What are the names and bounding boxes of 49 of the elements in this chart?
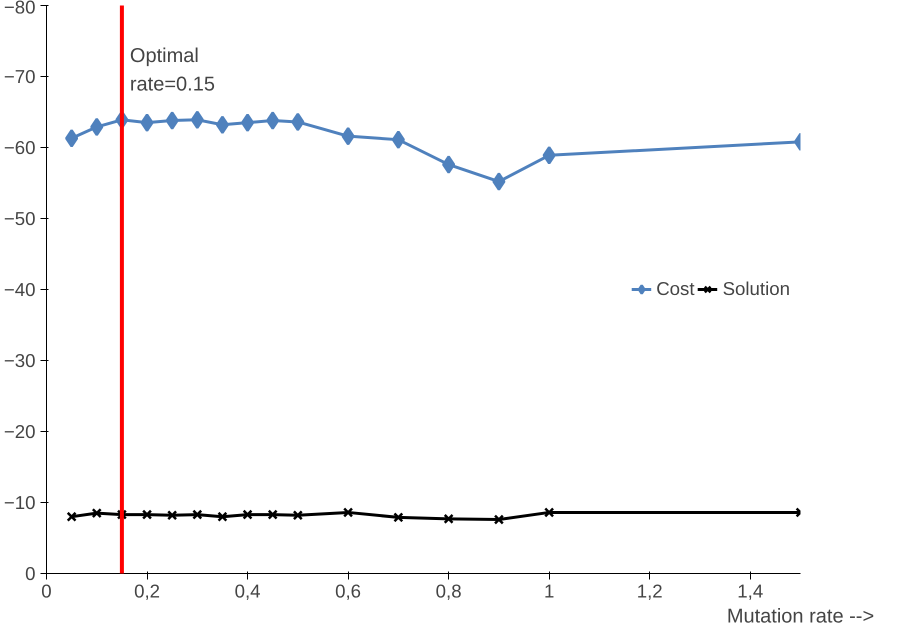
point xyxy=(92,508,102,518)
y-tick-label: −40 xyxy=(4,279,36,300)
point xyxy=(292,510,303,520)
point xyxy=(494,514,504,525)
point xyxy=(216,116,230,134)
y-tick-label: −20 xyxy=(4,421,36,442)
x-tick-label: 1,2 xyxy=(636,580,663,602)
point xyxy=(492,172,506,191)
point xyxy=(140,113,154,132)
x-tick-label: 0 xyxy=(41,580,52,602)
point xyxy=(190,110,204,130)
point xyxy=(291,112,304,132)
x-tick-label: 0,8 xyxy=(436,580,462,602)
x-tick-label: 0,4 xyxy=(234,580,261,602)
y-tick-label: −70 xyxy=(4,66,36,87)
x-tick-label: 0,2 xyxy=(134,580,160,602)
y-tick-label: −80 xyxy=(4,0,36,18)
x-tick-label: 0,6 xyxy=(335,580,362,602)
point xyxy=(542,146,556,165)
point xyxy=(240,113,254,132)
point xyxy=(342,126,355,146)
point xyxy=(443,514,454,524)
y-tick-label: −50 xyxy=(4,208,36,229)
point xyxy=(66,512,77,522)
point xyxy=(217,512,228,522)
ref-line-label: Optimal rate=0.15 xyxy=(130,44,215,96)
point xyxy=(166,111,179,130)
y-tick-label: −10 xyxy=(4,492,36,513)
y-tick-label: −60 xyxy=(4,137,36,158)
point xyxy=(167,510,178,520)
legend-label: Solution xyxy=(722,278,790,300)
point xyxy=(242,509,253,520)
point xyxy=(342,507,354,518)
x-axis-title: Mutation rate --> xyxy=(726,606,874,628)
y-tick-label: −30 xyxy=(4,350,36,371)
point xyxy=(266,111,280,130)
legend-label: Cost xyxy=(656,278,695,300)
x-tick-label: 1,4 xyxy=(737,580,764,602)
point xyxy=(142,509,152,520)
point xyxy=(442,155,456,174)
point xyxy=(392,130,405,149)
point xyxy=(65,129,78,148)
point xyxy=(192,509,202,520)
point xyxy=(90,118,104,136)
point xyxy=(544,507,554,518)
y-tick-label: 0 xyxy=(25,563,36,584)
point xyxy=(393,512,404,523)
x-tick-label: 1 xyxy=(544,580,554,602)
point xyxy=(268,509,278,520)
